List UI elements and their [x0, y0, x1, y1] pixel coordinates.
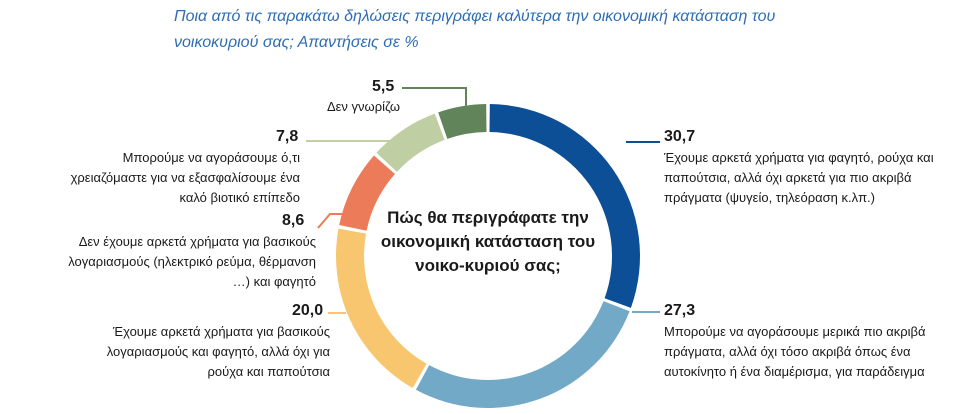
value-label-1: 27,3 — [664, 302, 696, 319]
donut-slice-0 — [489, 104, 640, 308]
value-label-4: 7,8 — [276, 128, 299, 145]
value-label-5: 5,5 — [372, 78, 395, 95]
center-label: Πώς θα περιγράφατε την οικονομική κατάστ… — [380, 208, 596, 275]
donut-slice-2 — [336, 228, 427, 389]
slice-label-5: Δεν γνωρίζω — [326, 99, 400, 114]
leader-line-5 — [402, 87, 467, 106]
donut-slice-1 — [415, 301, 630, 409]
value-label-3: 8,6 — [282, 212, 305, 229]
value-label-2: 20,0 — [292, 302, 324, 319]
chart-title: Ποια από τις παρακάτω δηλώσεις περιγράφε… — [174, 8, 776, 51]
donut-slice-3 — [339, 155, 395, 231]
slice-label-2: Έχουμε αρκετά χρήματα για βασικούς λογαρ… — [106, 324, 330, 379]
donut-slice-4 — [376, 113, 445, 172]
value-label-0: 30,7 — [664, 128, 696, 145]
slice-label-0: Έχουμε αρκετά χρήματα για φαγητό, ρούχα … — [664, 150, 934, 205]
slice-label-3: Δεν έχουμε αρκετά χρήματα για βασικούς λ… — [68, 234, 316, 289]
slice-label-1: Μπορούμε να αγοράσουμε μερικά πιο ακριβά… — [664, 324, 926, 379]
leader-line-3 — [317, 213, 346, 229]
slice-label-4: Μπορούμε να αγοράσουμε ό,τι χρειαζόμαστε… — [70, 150, 300, 205]
donut-slice-5 — [438, 104, 487, 139]
